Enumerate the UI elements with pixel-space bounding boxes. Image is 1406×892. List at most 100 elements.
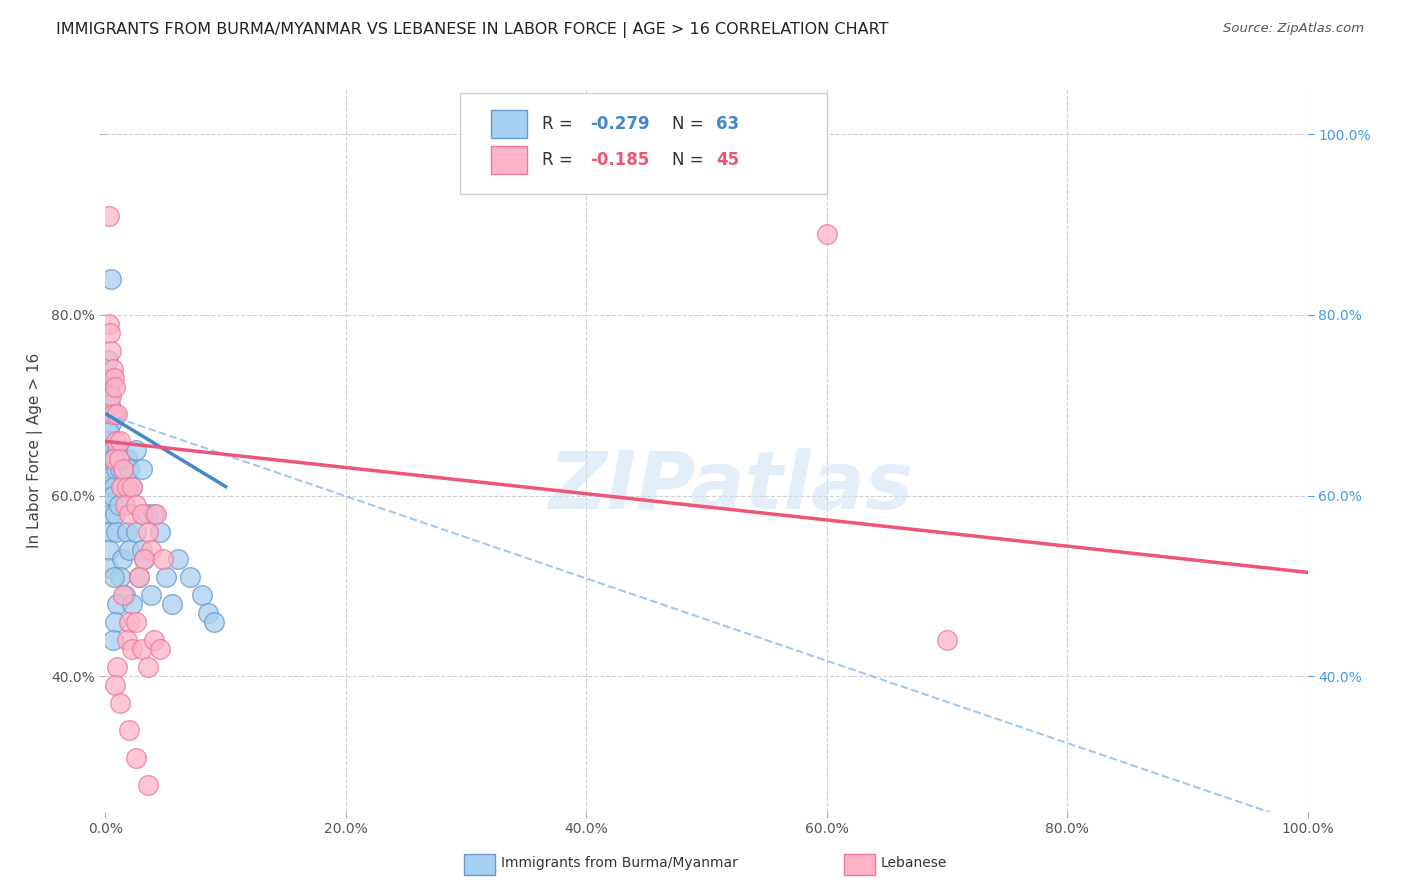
Point [98,371,121,385]
Point [142,507,165,521]
Text: Lebanese: Lebanese [880,856,946,871]
Point [112,588,135,602]
Point [197,606,219,620]
Point [98,425,121,440]
Point [136,660,159,674]
Point [98,452,121,467]
Text: N =: N = [672,151,709,169]
Text: R =: R = [541,115,578,133]
Point [107,443,129,458]
Point [139,588,162,602]
Point [97,353,120,368]
Point [166,551,188,566]
Point [118,461,141,475]
Point [136,507,159,521]
Point [136,778,159,792]
Text: R =: R = [541,151,578,169]
Y-axis label: In Labor Force | Age > 16: In Labor Force | Age > 16 [27,353,42,548]
Point [115,633,138,648]
Point [121,597,143,611]
Point [101,362,124,376]
Text: -0.185: -0.185 [591,151,650,169]
Point [148,642,170,657]
Point [121,480,143,494]
FancyBboxPatch shape [491,110,527,137]
Point [131,642,153,657]
Point [100,461,122,475]
Point [118,542,141,557]
Point [107,407,129,422]
Point [101,407,124,422]
Point [115,480,138,494]
Point [139,542,162,557]
Point [107,597,129,611]
Point [98,542,121,557]
Point [108,570,131,584]
Point [152,551,174,566]
Point [107,452,129,467]
Point [124,524,146,539]
Point [110,480,132,494]
Point [97,470,120,484]
Point [104,507,127,521]
Point [124,750,146,764]
Point [103,371,125,385]
Point [103,480,125,494]
Point [98,524,121,539]
Point [105,434,128,449]
Point [128,570,150,584]
Point [936,633,959,648]
Point [107,660,129,674]
Point [118,507,141,521]
Point [104,615,127,629]
Point [124,443,146,458]
Point [108,696,131,710]
Text: Immigrants from Burma/Myanmar: Immigrants from Burma/Myanmar [501,856,737,871]
Point [132,551,155,566]
Point [105,524,128,539]
Point [111,480,134,494]
Point [104,407,127,422]
Point [103,452,125,467]
Point [98,317,121,331]
Point [148,524,170,539]
Point [98,480,121,494]
Point [142,633,165,648]
Point [118,615,141,629]
Point [124,498,146,512]
Text: N =: N = [672,115,709,133]
Point [112,461,135,475]
Point [108,461,131,475]
Point [115,524,138,539]
Point [107,498,129,512]
Point [131,461,153,475]
Point [145,507,167,521]
Point [97,561,120,575]
Point [97,434,120,449]
Point [131,507,153,521]
Point [128,570,150,584]
Point [114,588,136,602]
Text: IMMIGRANTS FROM BURMA/MYANMAR VS LEBANESE IN LABOR FORCE | AGE > 16 CORRELATION : IMMIGRANTS FROM BURMA/MYANMAR VS LEBANES… [56,22,889,38]
Point [98,380,121,394]
Point [98,498,121,512]
Point [124,615,146,629]
Point [98,209,121,223]
Point [815,227,838,241]
Point [118,723,141,738]
Point [202,615,225,629]
Point [121,642,143,657]
Point [104,380,127,394]
Point [190,588,212,602]
Point [114,498,136,512]
Point [108,434,131,449]
Point [100,344,122,359]
Point [101,452,124,467]
Point [98,389,121,403]
Point [100,272,122,286]
Point [131,542,153,557]
Point [112,461,135,475]
Point [101,443,124,458]
Text: -0.279: -0.279 [591,115,650,133]
Point [160,597,183,611]
